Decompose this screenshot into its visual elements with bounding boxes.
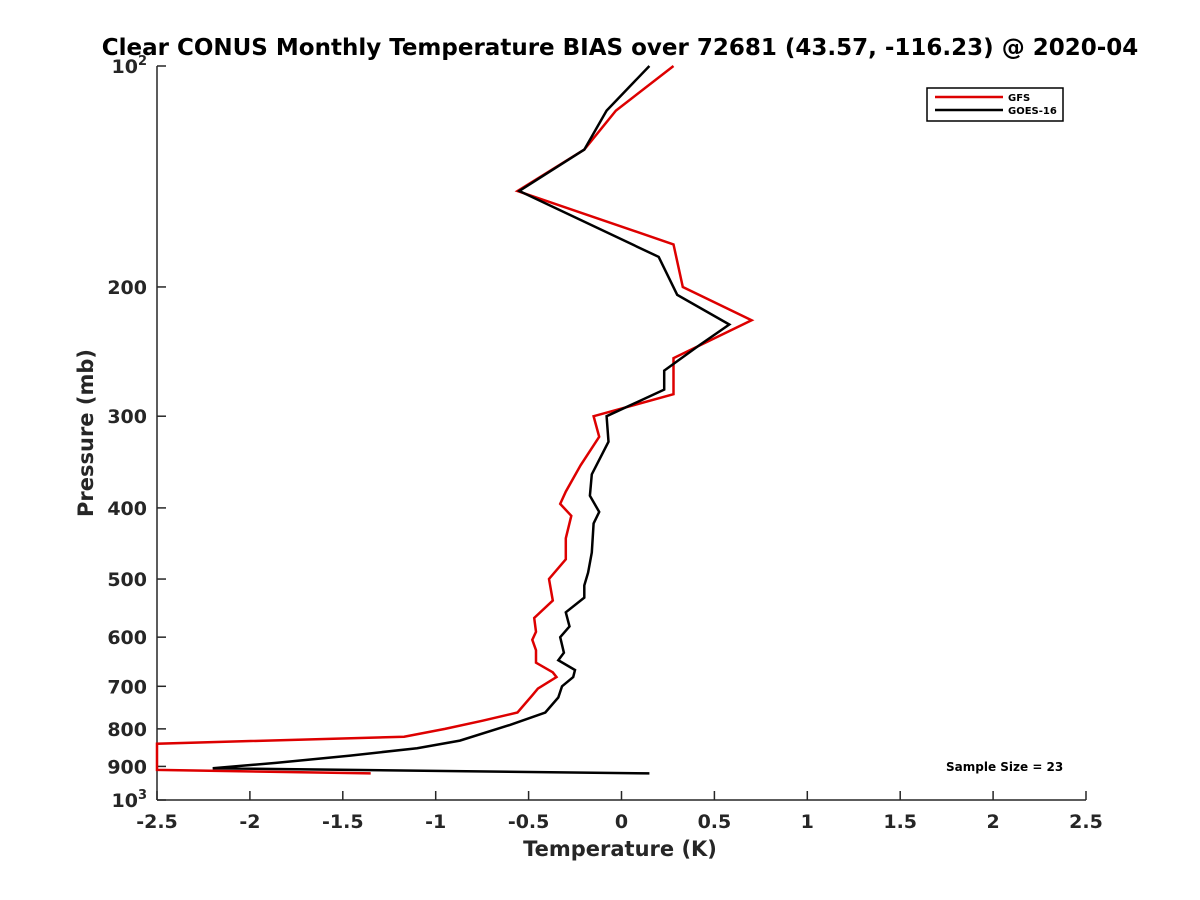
y-tick-label: 103 [112,788,148,812]
x-tick-label: -1.5 [322,811,364,833]
x-axis-ticks: -2.5 -2 -1.5 -1 -0.5 0 0.5 1 1.5 2 2.5 [136,791,1103,833]
legend-label-gfs: GFS [1008,93,1030,104]
y-tick-label: 900 [107,756,147,778]
y-tick-label: 500 [107,569,147,591]
legend: GFS GOES-16 [926,87,1064,122]
y-tick-label: 800 [107,719,147,741]
series-line-gfs [155,65,755,775]
y-tick-label: 200 [107,277,147,299]
x-axis-label: Temperature (K) [523,837,717,861]
y-tick-label: 400 [107,498,147,520]
series-lines [155,65,755,775]
x-tick-label: -1 [425,811,446,833]
x-tick-label: 0.5 [698,811,732,833]
y-axis-label: Pressure (mb) [74,349,98,517]
y-tick-label: 700 [107,676,147,698]
x-tick-label: 1.5 [883,811,917,833]
series-line-goes16 [212,65,732,775]
x-tick-label: -0.5 [508,811,550,833]
y-tick-label: 102 [112,54,148,78]
x-tick-label: 2.5 [1069,811,1103,833]
x-tick-label: -2 [239,811,260,833]
plot-area [156,66,1086,801]
chart-title: Clear CONUS Monthly Temperature BIAS ove… [102,35,1139,61]
y-tick-label: 300 [107,406,147,428]
x-tick-label: 2 [986,811,999,833]
y-tick-label: 600 [107,627,147,649]
x-tick-label: 0 [615,811,628,833]
x-tick-label: 1 [801,811,814,833]
legend-label-goes16: GOES-16 [1008,106,1057,117]
sample-size-annotation: Sample Size = 23 [946,760,1063,774]
y-axis-ticks: 102 200 300 400 500 600 700 800 900 103 [107,54,166,812]
x-tick-label: -2.5 [136,811,178,833]
legend-box [926,87,1064,122]
